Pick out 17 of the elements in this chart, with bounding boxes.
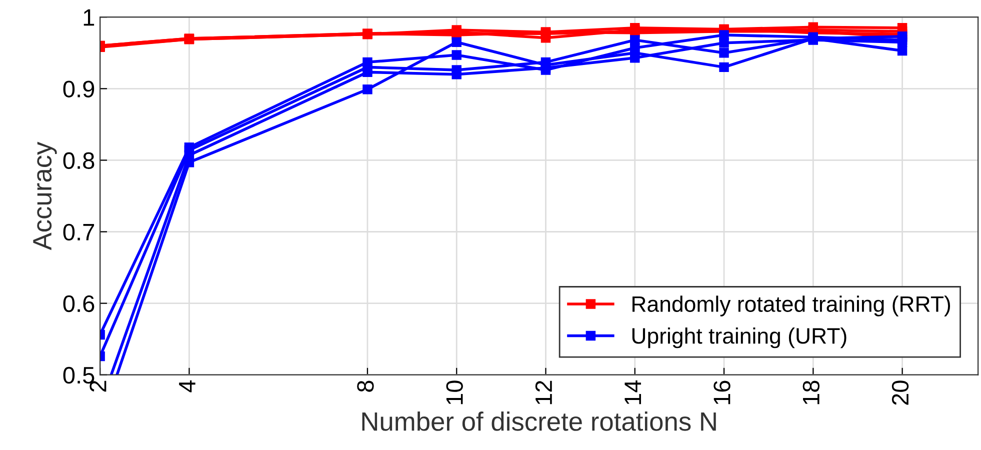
x-tick-label: 4 — [179, 380, 196, 392]
legend-label: Randomly rotated training (RRT) — [632, 296, 950, 316]
x-tick-label: 18 — [802, 380, 820, 404]
y-tick-label: 0.8 — [63, 152, 94, 169]
x-tick-label: 12 — [535, 380, 552, 404]
y-tick-label: 0.9 — [63, 80, 94, 98]
y-tick-label: 0.6 — [63, 295, 94, 312]
y-tick-label: 1 — [84, 9, 94, 26]
legend-label: Upright training (URT) — [632, 327, 846, 348]
x-tick-label: 16 — [714, 380, 730, 404]
y-axis-title: Accuracy — [33, 142, 57, 250]
y-tick-label: 0.7 — [63, 224, 94, 241]
x-tick-label: 14 — [624, 380, 641, 404]
x-axis-title: Number of discrete rotations N — [362, 412, 716, 431]
x-tick-label: 10 — [446, 380, 463, 404]
x-tick-label: 8 — [357, 380, 374, 392]
x-tick-label: 20 — [892, 380, 909, 405]
